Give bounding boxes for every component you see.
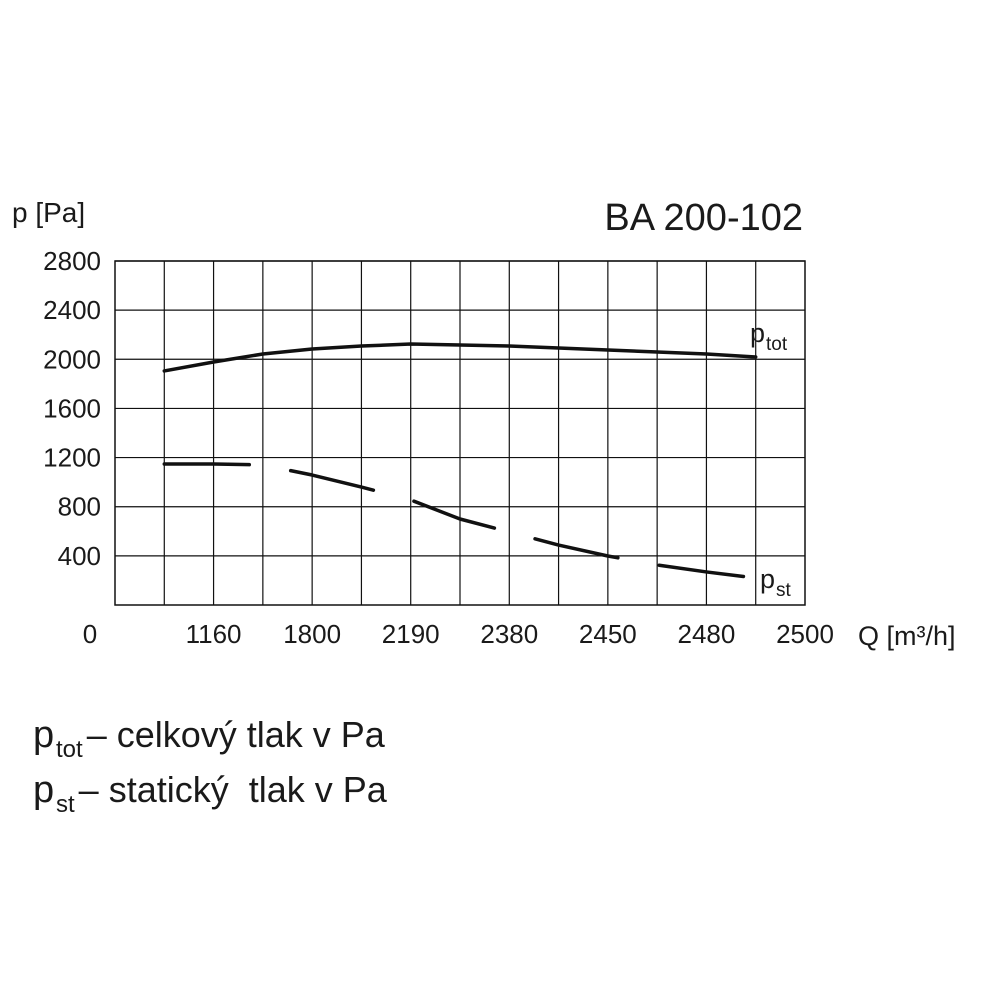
y-tick-label: 2000 [43, 344, 101, 374]
y-axis-label: p [Pa] [12, 197, 85, 228]
x-tick-label: 1160 [186, 619, 242, 649]
x-tick-label: 2380 [480, 619, 538, 649]
x-tick-label: 1800 [283, 619, 341, 649]
chart-title: BA 200-102 [604, 197, 803, 239]
x-tick-label: 0 [83, 619, 97, 649]
y-tick-label: 1600 [43, 393, 101, 423]
legend-description: – statický tlak v Pa [79, 769, 388, 810]
series-line [162, 462, 758, 580]
x-tick-label: 2500 [776, 619, 834, 649]
y-tick-label: 800 [58, 492, 101, 522]
legend-symbol: p [33, 769, 54, 811]
legend-symbol-subscript: tot [56, 736, 83, 763]
legend-symbol: p [33, 714, 54, 756]
y-tick-label: 2800 [43, 246, 101, 276]
series-label: p [750, 318, 765, 348]
series-label-subscript: st [776, 580, 792, 601]
legend-symbol-subscript: st [56, 791, 75, 818]
x-tick-label: 2190 [382, 619, 440, 649]
series-line [162, 342, 758, 373]
x-tick-label: 2450 [579, 619, 637, 649]
series-label: p [760, 564, 775, 594]
y-tick-label: 400 [58, 541, 101, 571]
legend-description: – celkový tlak v Pa [87, 714, 386, 755]
x-tick-label: 2480 [678, 619, 736, 649]
y-tick-label: 2400 [43, 295, 101, 325]
y-tick-label: 1200 [43, 443, 101, 473]
series-label-subscript: tot [766, 334, 788, 355]
x-axis-label: Q [m³/h] [858, 621, 956, 651]
